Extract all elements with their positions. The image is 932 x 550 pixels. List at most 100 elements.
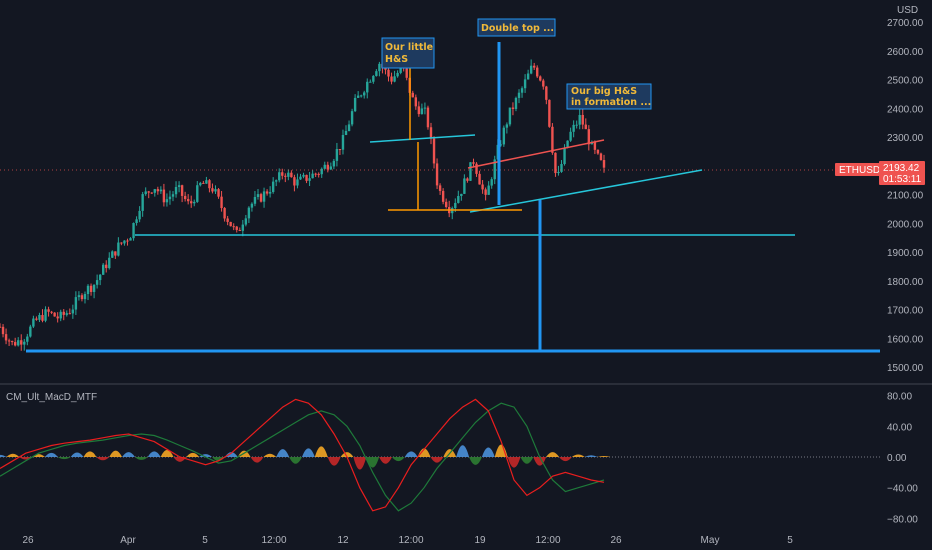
candle-body [220,196,223,209]
candle-body [241,224,245,231]
indicator-pane[interactable]: CM_Ult_MacD_MTF 80.00 40.00 0.00 −40.00 −80.… [0,392,918,526]
drawing-tools[interactable] [26,42,880,353]
macd-hist-bar [597,456,611,457]
big-hs-neckline[interactable] [469,169,703,213]
time-tick-label: 12:00 [398,535,423,546]
macd-hist-bar [559,457,572,462]
candle-body [59,311,62,319]
candle-body [253,197,257,204]
candle-body [463,178,466,194]
double-top-red-trendline[interactable] [467,139,605,169]
candle-body [423,107,427,109]
macd-hist-bar [404,451,418,457]
symbol-tag[interactable]: ETHUSD [835,163,880,176]
candle-body [581,114,584,125]
candle-body [0,326,2,328]
candle-body [223,208,226,219]
candle-body [287,172,290,177]
candle-body [114,251,117,256]
candle-body [469,162,472,181]
candle-body [454,202,457,209]
time-axis[interactable]: 26 Apr 5 12:00 12 12:00 19 12:00 26 May 5 [22,535,793,546]
time-tick-label: 12 [337,535,349,546]
candle-body [593,142,597,150]
macd-hist-bar [122,452,135,457]
candle-body [429,127,433,139]
time-tick-label: 26 [610,535,622,546]
candle-body [375,71,378,76]
candle-body [539,76,542,81]
annotation-double-top[interactable]: Double top ... [477,18,556,37]
candle-body [47,309,50,312]
candle-body [214,189,217,192]
macd-tick-label: 40.00 [887,422,912,433]
time-tick-label: 19 [474,535,486,546]
candle-body [320,168,323,175]
macd-hist-bar [302,448,315,457]
candle-body [487,185,490,195]
candle-body [502,127,506,145]
candle-body [548,99,551,127]
candle-body [344,130,348,135]
candle-body [23,341,26,345]
macd-hist-bar [6,453,20,457]
candle-body [356,95,360,98]
annotation-double-top-line1: Double top ... [481,23,554,34]
macd-hist-bar [430,457,444,463]
candle-body [147,191,150,193]
candle-body [353,97,357,112]
price-tick-label: 2000.00 [887,219,924,230]
macd-hist-bar [289,457,302,464]
candle-body [20,340,23,345]
candle-body [363,92,366,96]
candle-body [183,195,187,200]
annotation-little-hs[interactable]: Our little H&S [381,37,435,69]
candle-body [414,97,418,107]
macd-hist-bar [494,444,508,457]
candle-body [53,312,56,317]
price-pane[interactable]: Our little H&S Double top ... Our big H&… [0,5,925,374]
annotation-big-hs-line1: Our big H&S [571,86,637,97]
macd-hist-bar [212,457,225,462]
little-hs-neckline[interactable] [369,134,476,143]
price-tick-label: 2300.00 [887,133,924,144]
candle-body [511,107,515,109]
candle-body [523,79,527,89]
candle-body [359,95,363,97]
candle-body [196,185,199,202]
candle-body [56,316,59,319]
macd-tick-label: 0.00 [887,453,907,464]
candle-body [551,126,554,153]
candle-body [290,172,293,178]
candle-body [329,166,333,170]
candle-body [92,284,96,292]
annotation-big-hs[interactable]: Our big H&S in formation ... [566,83,652,110]
candle-body [520,88,524,93]
candle-body [472,162,475,164]
indicator-axis[interactable]: 80.00 40.00 0.00 −40.00 −80.00 [887,392,918,526]
price-axis[interactable]: 2700.002600.002500.002400.002300.002200.… [887,18,924,374]
candle-body [405,68,408,78]
last-price-tag[interactable]: 2193.42 01:53:11 [879,161,925,185]
candle-body [168,196,172,200]
time-tick-label: 5 [787,535,793,546]
candle-body [366,81,369,93]
macd-hist-bar [379,457,392,464]
candle-body [138,210,141,220]
annotation-big-hs-line2: in formation ... [571,97,651,108]
candle-body [396,72,399,77]
candle-body [475,163,478,174]
candle-body [256,194,260,198]
candle-body [326,164,329,170]
candle-body [141,194,144,211]
macd-hist-bar [160,449,174,457]
candle-body [50,311,53,313]
indicator-title[interactable]: CM_Ult_MacD_MTF [6,392,97,403]
candle-body [311,173,314,179]
candle-body [302,174,305,177]
candle-body [171,194,175,197]
candle-body [111,251,114,258]
candle-body [132,222,135,239]
candle-body [165,199,169,203]
